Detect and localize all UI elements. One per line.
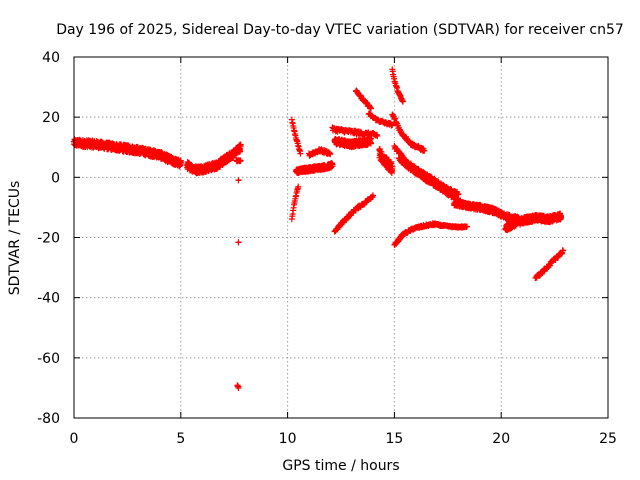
data-point xyxy=(237,148,244,155)
x-tick-labels: 0 5 10 15 20 25 xyxy=(70,431,617,447)
x-tick-label: 20 xyxy=(492,431,510,447)
y-tick-label: -80 xyxy=(37,411,60,427)
data-point xyxy=(329,163,336,170)
data-point xyxy=(237,157,244,164)
x-tick-label: 10 xyxy=(279,431,297,447)
data-point xyxy=(235,385,242,392)
y-tick-label: 0 xyxy=(51,170,60,186)
data-point xyxy=(327,151,334,158)
x-tick-label: 25 xyxy=(599,431,617,447)
x-tick-label: 15 xyxy=(385,431,403,447)
data-point xyxy=(235,239,242,246)
x-axis-label: GPS time / hours xyxy=(282,458,399,474)
data-point xyxy=(297,150,304,157)
data-point xyxy=(235,177,242,184)
y-tick-label: -20 xyxy=(37,231,60,247)
y-tick-label: -40 xyxy=(37,291,60,307)
y-tick-label: -60 xyxy=(37,351,60,367)
data-point xyxy=(237,141,244,148)
data-points xyxy=(71,66,567,392)
x-tick-label: 5 xyxy=(176,431,185,447)
x-tick-label: 0 xyxy=(70,431,79,447)
data-point xyxy=(295,183,302,190)
y-tick-label: 20 xyxy=(42,110,60,126)
grid xyxy=(74,57,608,418)
y-tick-labels: -80 -60 -40 -20 0 20 40 xyxy=(37,50,60,427)
chart-title: Day 196 of 2025, Sidereal Day-to-day VTE… xyxy=(56,22,624,38)
data-point xyxy=(177,157,184,164)
y-axis-label: SDTVAR / TECUs xyxy=(7,181,23,296)
y-tick-label: 40 xyxy=(42,50,60,66)
